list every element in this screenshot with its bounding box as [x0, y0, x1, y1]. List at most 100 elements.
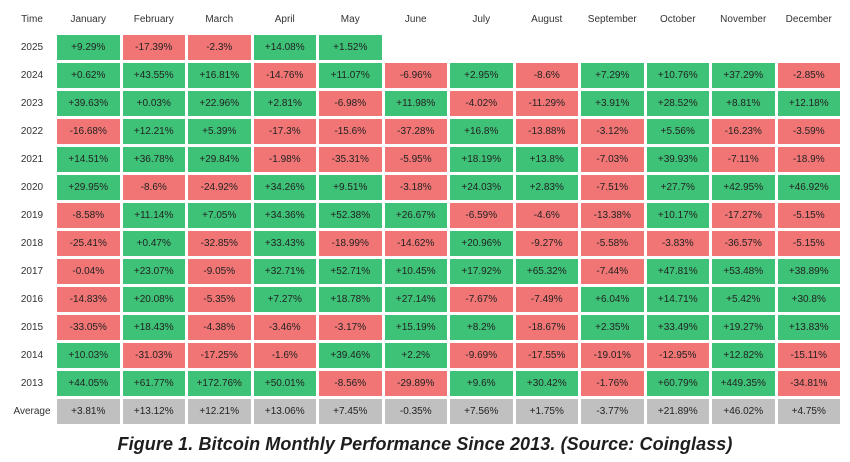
return-cell: +0.03%	[122, 91, 185, 116]
return-cell: -32.85%	[188, 231, 251, 256]
month-header-september: September	[587, 14, 637, 25]
return-cell: +30.8%	[777, 287, 840, 312]
return-cell: +38.89%	[777, 259, 840, 284]
return-cell: +1.52%	[319, 35, 382, 60]
table-row-2018: 2018 -25.41% +0.47% -32.85% +33.43% -18.99% -1…	[10, 231, 840, 256]
return-cell: +18.78%	[319, 287, 382, 312]
month-header-october: October	[659, 14, 696, 25]
return-cell: +172.76%	[188, 371, 251, 396]
return-cell: +0.62%	[57, 63, 120, 88]
return-cell: -7.51%	[581, 175, 644, 200]
table-row-average: Average +3.81% +13.12% +12.21% +13.06% +7.45%…	[10, 399, 840, 424]
average-cell: +21.89%	[646, 399, 709, 424]
return-cell: +20.96%	[450, 231, 513, 256]
return-cell: +5.42%	[712, 287, 775, 312]
return-cell: +52.38%	[319, 203, 382, 228]
return-cell: +6.04%	[581, 287, 644, 312]
return-cell: +2.95%	[450, 63, 513, 88]
month-header-march: March	[205, 14, 234, 25]
return-cell: +10.03%	[57, 343, 120, 368]
return-cell: -16.68%	[57, 119, 120, 144]
return-cell: -17.25%	[188, 343, 251, 368]
table-row-2024: 2024 +0.62% +43.55% +16.81% -14.76% +11.07% -6…	[10, 63, 840, 88]
return-cell: +30.42%	[515, 371, 578, 396]
return-cell: -36.57%	[712, 231, 775, 256]
return-cell: -15.11%	[777, 343, 840, 368]
return-cell: +18.19%	[450, 147, 513, 172]
return-cell: -16.23%	[712, 119, 775, 144]
table-row-2022: 2022 -16.68% +12.21% +5.39% -17.3% -15.6% -37.…	[10, 119, 840, 144]
return-cell: -2.85%	[777, 63, 840, 88]
return-cell: +29.95%	[57, 175, 120, 200]
return-cell: -3.46%	[253, 315, 316, 340]
return-cell: +22.96%	[188, 91, 251, 116]
return-cell: +3.91%	[581, 91, 644, 116]
table-row-2021: 2021 +14.51% +36.78% +29.84% -1.98% -35.31% -5…	[10, 147, 840, 172]
return-cell: -3.18%	[384, 175, 447, 200]
return-cell: -14.62%	[384, 231, 447, 256]
return-cell: -0.04%	[57, 259, 120, 284]
return-cell: +14.71%	[646, 287, 709, 312]
month-header-december: December	[785, 14, 832, 25]
year-label: 2019	[20, 210, 44, 221]
year-label: 2020	[20, 182, 44, 193]
return-cell: +16.81%	[188, 63, 251, 88]
month-header-august: August	[531, 14, 563, 25]
average-cell: +7.56%	[450, 399, 513, 424]
return-cell: -12.95%	[646, 343, 709, 368]
year-label: 2021	[20, 154, 44, 165]
return-cell: -3.12%	[581, 119, 644, 144]
return-cell: +36.78%	[122, 147, 185, 172]
return-cell: -1.76%	[581, 371, 644, 396]
return-cell: +52.71%	[319, 259, 382, 284]
average-cell: +12.21%	[188, 399, 251, 424]
return-cell: -5.15%	[777, 203, 840, 228]
return-cell: -7.11%	[712, 147, 775, 172]
return-cell: +18.43%	[122, 315, 185, 340]
return-cell: -7.44%	[581, 259, 644, 284]
return-cell	[647, 35, 710, 60]
return-cell: +8.81%	[712, 91, 775, 116]
month-header-july: July	[472, 14, 491, 25]
return-cell: +47.81%	[646, 259, 709, 284]
month-header-january: January	[70, 14, 107, 25]
return-cell: +27.14%	[384, 287, 447, 312]
return-cell: +46.92%	[777, 175, 840, 200]
return-cell: -6.96%	[384, 63, 447, 88]
return-cell: -3.59%	[777, 119, 840, 144]
return-cell: +15.19%	[384, 315, 447, 340]
return-cell: +10.17%	[646, 203, 709, 228]
return-cell: -18.9%	[777, 147, 840, 172]
return-cell: +39.63%	[57, 91, 120, 116]
table-row-2017: 2017 -0.04% +23.07% -9.05% +32.71% +52.71% +10…	[10, 259, 840, 284]
return-cell	[581, 35, 644, 60]
table-row-2016: 2016 -14.83% +20.08% -5.35% +7.27% +18.78% +27…	[10, 287, 840, 312]
return-cell: -5.58%	[581, 231, 644, 256]
return-cell: +42.95%	[712, 175, 775, 200]
return-cell: -14.83%	[57, 287, 120, 312]
return-cell: -4.02%	[450, 91, 513, 116]
return-cell: +9.29%	[57, 35, 120, 60]
return-cell: +5.39%	[188, 119, 251, 144]
return-cell: +7.05%	[188, 203, 251, 228]
return-cell	[385, 35, 448, 60]
average-cell: +1.75%	[515, 399, 578, 424]
table-row-2013: 2013 +44.05% +61.77% +172.76% +50.01% -8.56% -…	[10, 371, 840, 396]
return-cell: +34.26%	[253, 175, 316, 200]
year-label: 2016	[20, 294, 44, 305]
return-cell: -35.31%	[319, 147, 382, 172]
return-cell: +16.8%	[450, 119, 513, 144]
return-cell: -25.41%	[57, 231, 120, 256]
return-cell: -2.3%	[188, 35, 251, 60]
table-row-2015: 2015 -33.05% +18.43% -4.38% -3.46% -3.17% +15.…	[10, 315, 840, 340]
return-cell: -24.92%	[188, 175, 251, 200]
return-cell	[450, 35, 513, 60]
return-cell: +2.35%	[581, 315, 644, 340]
return-cell: +2.81%	[253, 91, 316, 116]
return-cell: +13.83%	[777, 315, 840, 340]
year-label: 2023	[20, 98, 44, 109]
return-cell: -5.15%	[777, 231, 840, 256]
return-cell: +449.35%	[712, 371, 775, 396]
month-header-june: June	[404, 14, 427, 25]
return-cell: +11.14%	[122, 203, 185, 228]
